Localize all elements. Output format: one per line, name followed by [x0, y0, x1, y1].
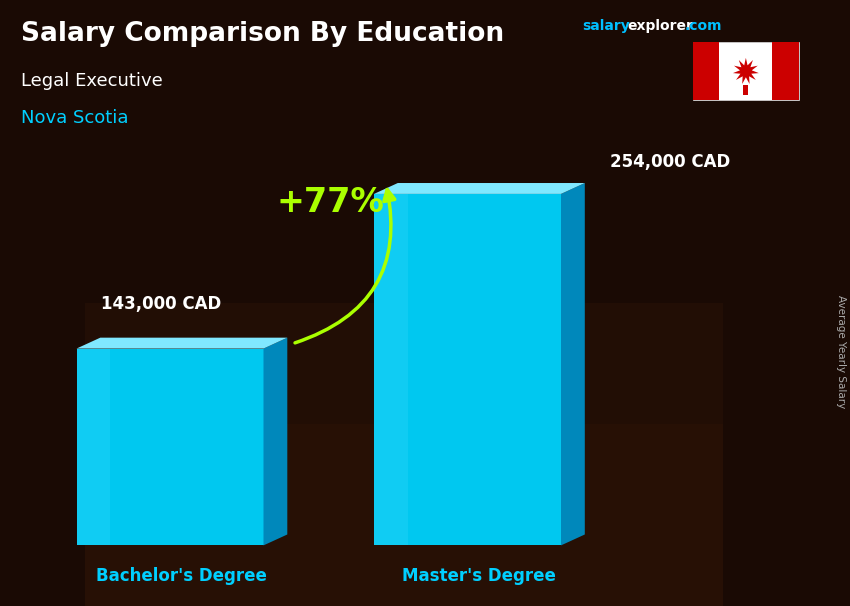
Polygon shape [374, 194, 561, 545]
Text: Salary Comparison By Education: Salary Comparison By Education [21, 21, 504, 47]
Text: +77%: +77% [277, 186, 384, 219]
Text: Bachelor's Degree: Bachelor's Degree [96, 567, 268, 585]
Text: salary: salary [582, 19, 630, 33]
Polygon shape [264, 338, 287, 545]
Text: 143,000 CAD: 143,000 CAD [101, 295, 222, 313]
Bar [744, 85, 748, 95]
Bar [693, 42, 799, 100]
Polygon shape [561, 183, 585, 545]
Text: .com: .com [684, 19, 722, 33]
Polygon shape [374, 194, 408, 545]
Text: ✿: ✿ [740, 64, 752, 79]
Text: Master's Degree: Master's Degree [402, 567, 557, 585]
Text: Nova Scotia: Nova Scotia [21, 109, 128, 127]
Polygon shape [374, 183, 585, 194]
Bar [693, 42, 719, 100]
Polygon shape [76, 338, 287, 348]
Text: Average Yearly Salary: Average Yearly Salary [836, 295, 846, 408]
Polygon shape [76, 348, 110, 545]
Bar [773, 42, 799, 100]
Text: 254,000 CAD: 254,000 CAD [609, 153, 730, 171]
Bar [85, 303, 722, 606]
Text: explorer: explorer [627, 19, 693, 33]
Bar [85, 424, 722, 606]
Polygon shape [76, 348, 264, 545]
FancyArrowPatch shape [295, 190, 394, 343]
Text: Legal Executive: Legal Executive [21, 72, 163, 90]
Polygon shape [733, 58, 759, 84]
